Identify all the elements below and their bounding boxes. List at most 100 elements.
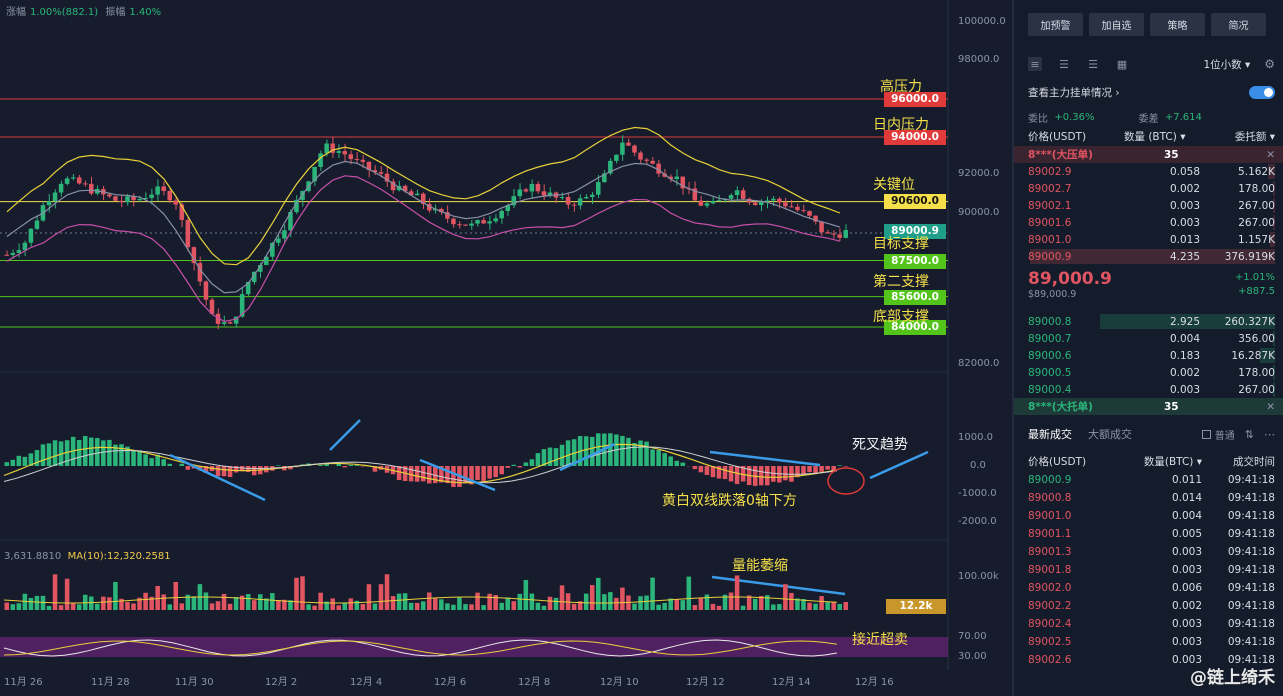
candle-body: [626, 142, 631, 146]
bid-row[interactable]: 89000.6 0.183 16.287K: [1014, 347, 1283, 364]
big-ask-order[interactable]: 8***(大压单) 35 ✕: [1014, 146, 1283, 163]
macd-bar: [324, 463, 329, 466]
amount-header[interactable]: 委托额 ▾: [1234, 130, 1275, 143]
trade-qty: 0.003: [1171, 546, 1202, 558]
volume-bar: [505, 597, 510, 610]
macd-bar: [722, 466, 728, 480]
filter-icon[interactable]: ⇅: [1244, 427, 1254, 441]
candle-body: [420, 193, 426, 204]
candle-body: [674, 176, 679, 180]
candle-body: [52, 192, 58, 202]
bids-view-icon[interactable]: ☰: [1059, 57, 1069, 71]
level-tag-85600: 85600.0: [884, 290, 946, 305]
ask-row[interactable]: 89000.9 4.235 376.919K: [1014, 248, 1283, 265]
precision-select[interactable]: 1位小数 ▾: [1203, 58, 1251, 71]
checkbox-icon[interactable]: [1201, 429, 1211, 439]
candle-body: [264, 256, 269, 266]
trend-arrow: [709, 450, 821, 467]
tab-large-trades[interactable]: 大额成交: [1088, 428, 1132, 441]
bid-row[interactable]: 89000.5 0.002 178.00: [1014, 364, 1283, 381]
order-amount: 178.00: [1238, 182, 1275, 195]
order-amount: 267.00: [1238, 199, 1275, 212]
order-price: 89002.1: [1028, 199, 1072, 212]
candle-body: [414, 193, 420, 196]
volume-bar: [378, 584, 384, 610]
close-icon[interactable]: ✕: [1266, 148, 1275, 161]
both-sides-view-icon[interactable]: ≡: [1028, 57, 1042, 71]
grid-view-icon[interactable]: ▦: [1116, 57, 1128, 71]
volume-bar: [722, 594, 728, 610]
macd-bar: [469, 466, 474, 485]
volume-bar: [596, 577, 601, 610]
chart-canvas[interactable]: [0, 0, 1012, 696]
chart-area[interactable]: 涨幅 1.00%(882.1) 振幅 1.40% 100000.0 98000.0 …: [0, 0, 1012, 696]
ask-row[interactable]: 89001.6 0.003 267.00: [1014, 214, 1283, 231]
ask-row[interactable]: 89002.9 0.058 5.162K: [1014, 163, 1283, 180]
ask-row[interactable]: 89002.7 0.002 178.00: [1014, 180, 1283, 197]
qty-header[interactable]: 数量 (BTC) ▾: [1124, 130, 1186, 143]
trade-qty-header[interactable]: 数量(BTC) ▾: [1143, 455, 1202, 468]
depth-bar: [1272, 215, 1275, 230]
more-icon[interactable]: ⋯: [1264, 427, 1275, 441]
macd-bar: [553, 448, 559, 466]
candle-body: [439, 208, 444, 213]
candle-body: [559, 197, 565, 199]
volume-bar: [475, 592, 480, 610]
macd-bar: [493, 466, 498, 478]
normal-filter[interactable]: 普通: [1201, 427, 1235, 442]
candle-body: [463, 224, 468, 226]
bid-row[interactable]: 89000.7 0.004 356.00: [1014, 330, 1283, 347]
asks-view-icon[interactable]: ☰: [1088, 57, 1098, 71]
volume-bar: [28, 597, 34, 610]
close-icon[interactable]: ✕: [1266, 400, 1275, 413]
candle-body: [777, 198, 782, 203]
ask-row[interactable]: 89001.0 0.013 1.157K: [1014, 231, 1283, 248]
ratio-value: +0.36%: [1054, 111, 1095, 123]
settings-icon[interactable]: ⚙: [1264, 57, 1275, 71]
volume-bar: [789, 592, 794, 610]
macd-bar: [354, 465, 360, 466]
volume-bar: [179, 603, 185, 610]
volume-bar: [89, 596, 94, 610]
macd-bar: [149, 458, 154, 466]
date-label: 12月 12: [686, 677, 725, 688]
volume-bar: [95, 603, 100, 610]
strategy-button[interactable]: 策略: [1150, 13, 1205, 36]
volume-bar: [119, 598, 124, 610]
volume-bar: [511, 601, 517, 610]
volume-bar: [288, 600, 293, 610]
macd-bar: [463, 466, 468, 484]
macd-bar: [318, 464, 323, 466]
volume-bar: [541, 605, 547, 610]
volume-bar: [40, 595, 46, 610]
candle-body: [149, 194, 154, 198]
overview-button[interactable]: 简况: [1211, 13, 1266, 36]
candle-body: [372, 170, 378, 173]
candle-body: [433, 208, 438, 211]
trade-time-header: 成交时间: [1233, 455, 1275, 468]
macd-bar: [76, 439, 82, 466]
bid-row[interactable]: 89000.4 0.003 267.00: [1014, 381, 1283, 398]
ask-row[interactable]: 89002.1 0.003 267.00: [1014, 197, 1283, 214]
macd-bar: [167, 463, 172, 466]
order-price: 89000.8: [1028, 315, 1072, 328]
candle-body: [577, 198, 583, 206]
trade-time: 09:41:18: [1227, 528, 1275, 540]
date-label: 12月 14: [772, 677, 811, 688]
volume-bar: [324, 601, 329, 610]
bid-row[interactable]: 89000.8 2.925 260.327K: [1014, 313, 1283, 330]
macd-bar: [372, 466, 378, 472]
big-bid-order[interactable]: 8***(大托单) 35 ✕: [1014, 398, 1283, 415]
order-qty: 0.013: [1169, 233, 1200, 246]
watermark: @链上绮禾: [1190, 668, 1275, 688]
rsi-axis-label: 70.00: [958, 631, 987, 642]
date-label: 12月 16: [855, 677, 894, 688]
tab-latest-trades[interactable]: 最新成交: [1028, 428, 1072, 441]
candle-body: [276, 238, 281, 243]
add-alert-button[interactable]: 加预警: [1028, 13, 1083, 36]
precision-value: 1位小数: [1203, 58, 1242, 71]
depth-link[interactable]: 查看主力挂单情况 ›: [1028, 86, 1120, 99]
macd-bar: [583, 436, 589, 466]
add-watchlist-button[interactable]: 加自选: [1089, 13, 1144, 36]
depth-toggle[interactable]: [1249, 85, 1275, 99]
